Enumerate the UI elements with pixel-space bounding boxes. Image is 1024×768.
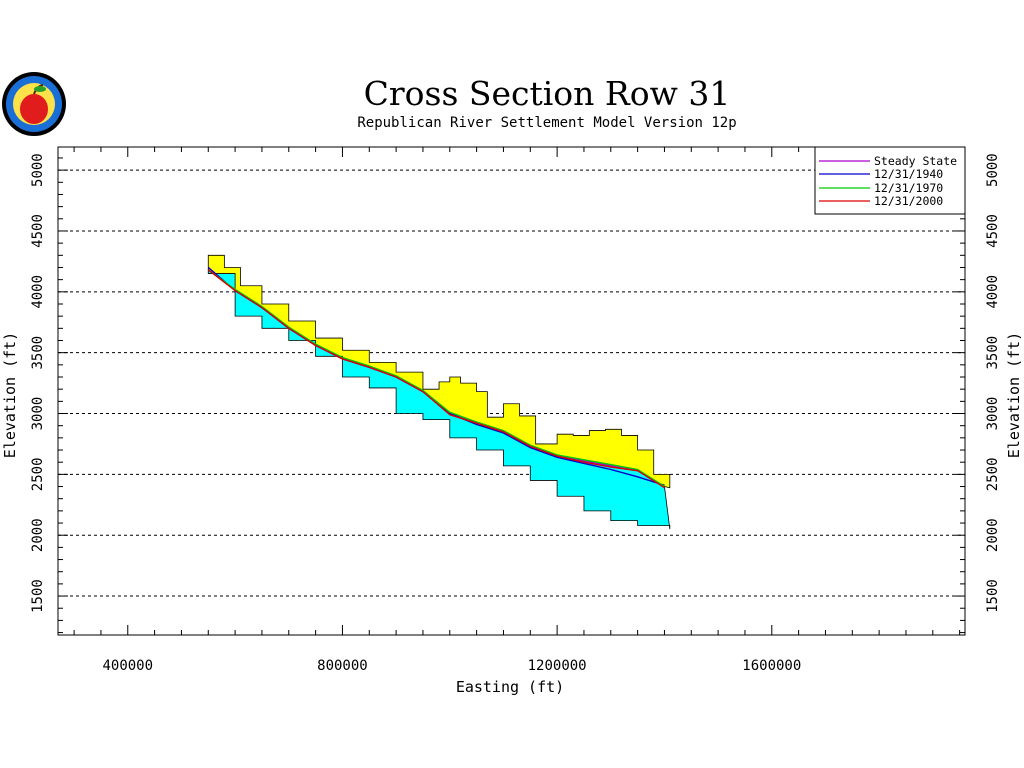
plot-frame [57, 146, 966, 636]
x-tick-label: 400000 [102, 658, 153, 674]
y-tick-label-right: 2500 [985, 458, 1001, 492]
legend-item-2000: 12/31/2000 [819, 194, 943, 208]
x-axis-label: Easting (ft) [456, 678, 564, 696]
y-tick-label-right: 4000 [985, 275, 1001, 309]
land-surface-area [207, 254, 671, 489]
grid-lines [58, 169, 965, 597]
logo-apple-icon [2, 72, 66, 136]
y-tick-label-right: 2000 [985, 518, 1001, 552]
chart-subtitle: Republican River Settlement Model Versio… [357, 115, 736, 131]
legend-item-1970: 12/31/1970 [819, 181, 943, 195]
legend-item-1940: 12/31/1940 [819, 167, 943, 181]
legend-label: Steady State [874, 154, 957, 168]
legend-label: 12/31/1940 [874, 167, 943, 181]
series-lines [207, 266, 665, 489]
y-tick-label-right: 3000 [985, 397, 1001, 431]
y-tick-label-left: 3000 [30, 397, 46, 431]
y-tick-label-right: 1500 [985, 579, 1001, 613]
x-tick-label: 1200000 [528, 658, 587, 674]
y-axis-label-right: Elevation (ft) [1005, 332, 1023, 458]
axis-ticks: 400000 800000 1200000 1600000 1500 1500 2000 20… [30, 147, 1001, 674]
series-line-2 [207, 269, 665, 488]
y-axis-label-left: Elevation (ft) [1, 332, 19, 458]
y-tick-label-right: 5000 [985, 153, 1001, 187]
y-tick-label-left: 1500 [30, 579, 46, 613]
y-tick-label-left: 5000 [30, 153, 46, 187]
y-tick-label-left: 4500 [30, 214, 46, 248]
x-tick-label: 800000 [317, 658, 368, 674]
y-tick-label-left: 2000 [30, 518, 46, 552]
legend: Steady State 12/31/1940 12/31/1970 12/31… [814, 146, 966, 215]
chart-title: Cross Section Row 31 [364, 74, 731, 113]
y-tick-label-left: 4000 [30, 275, 46, 309]
legend-label: 12/31/1970 [874, 181, 943, 195]
y-tick-label-left: 3500 [30, 336, 46, 370]
y-tick-label-right: 4500 [985, 214, 1001, 248]
legend-item-steady-state: Steady State [819, 154, 957, 168]
series-line-3 [207, 269, 665, 489]
x-tick-label: 1600000 [742, 658, 801, 674]
legend-label: 12/31/2000 [874, 194, 943, 208]
legend-box [814, 146, 966, 215]
fill-areas [207, 254, 671, 530]
y-tick-label-left: 2500 [30, 458, 46, 492]
y-tick-label-right: 3500 [985, 336, 1001, 370]
